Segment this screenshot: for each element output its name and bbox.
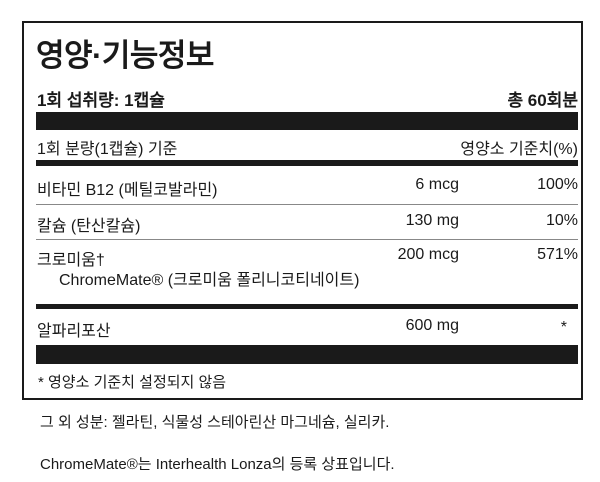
basis-label: 1회 분량(1캡슐) 기준	[37, 141, 178, 158]
nutrient-amount: 6 mcg	[415, 176, 459, 193]
serving-size: 1회 섭취량: 1캡슐	[37, 91, 165, 110]
nutrient-subname: ChromeMate® (크로미움 폴리니코티네이트)	[59, 272, 360, 289]
servings-total: 총 60회분	[507, 91, 578, 110]
medium-divider	[36, 304, 578, 309]
row-divider	[36, 204, 578, 205]
medium-divider	[36, 160, 578, 166]
nutrient-dv: *	[560, 319, 567, 336]
thick-divider	[36, 345, 578, 364]
nutrient-dv: 100%	[537, 176, 578, 193]
nutrient-dv: 10%	[545, 212, 578, 229]
footnote: * 영양소 기준치 설정되지 않음	[38, 374, 227, 391]
nutrient-amount: 200 mcg	[397, 246, 459, 263]
nutrient-name: 크로미움†	[37, 252, 105, 269]
nutrient-name: 칼슘 (탄산칼슘)	[37, 218, 141, 235]
nutrient-amount: 600 mg	[405, 317, 459, 334]
other-ingredients: 그 외 성분: 젤라틴, 식물성 스테아린산 마그네슘, 실리카.	[40, 414, 390, 431]
thick-divider	[36, 112, 578, 130]
supplement-facts-panel	[22, 21, 583, 400]
panel-title: 영양·기능정보	[36, 38, 214, 73]
nutrient-name: 비타민 B12 (메틸코발라민)	[37, 182, 218, 199]
nutrient-amount: 130 mg	[405, 212, 459, 229]
nutrient-dv: 571%	[537, 246, 578, 263]
dv-header: 영양소 기준치(%)	[460, 141, 578, 158]
nutrient-name: 알파리포산	[37, 323, 111, 340]
trademark-note: ChromeMate®는 Interhealth Lonza의 등록 상표입니다…	[40, 456, 395, 473]
row-divider	[36, 239, 578, 240]
